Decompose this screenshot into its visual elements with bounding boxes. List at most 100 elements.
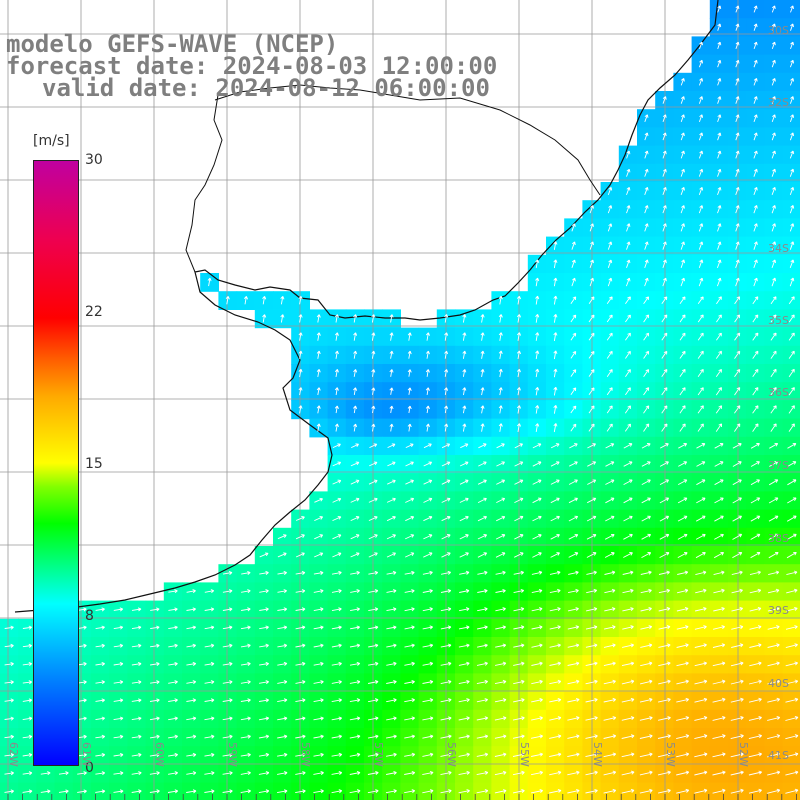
wind-arrow <box>259 589 269 594</box>
wind-arrow <box>641 479 651 485</box>
wind-arrow <box>752 350 759 359</box>
wind-arrow <box>585 788 598 794</box>
wind-arrow <box>113 698 124 703</box>
wind-arrow <box>462 369 467 377</box>
wind-arrow <box>298 314 303 323</box>
wind-arrow <box>332 443 341 449</box>
wind-arrow <box>404 716 415 721</box>
wind-arrow <box>513 679 525 685</box>
wind-arrow <box>730 661 744 667</box>
wind-arrow <box>332 461 342 467</box>
wind-arrow <box>131 698 142 703</box>
wind-arrow <box>603 661 616 667</box>
wind-arrow <box>371 350 376 359</box>
wind-arrow <box>549 697 562 703</box>
wind-arrow <box>389 332 394 341</box>
wind-arrow <box>295 625 306 630</box>
wind-arrow <box>621 770 635 776</box>
wind-arrow <box>95 734 106 739</box>
wind-arrow <box>477 643 488 648</box>
wind-arrow <box>712 770 726 776</box>
wind-arrow <box>644 150 649 159</box>
wind-arrow <box>767 715 781 721</box>
wind-arrow <box>715 423 723 432</box>
wind-arrow <box>676 643 689 648</box>
wind-arrow <box>459 479 469 485</box>
wind-arrow <box>567 643 580 648</box>
wind-arrow <box>589 241 594 250</box>
lat-label-30s: 30S <box>768 24 789 37</box>
wind-arrow <box>480 405 485 414</box>
wind-arrow <box>22 643 32 648</box>
wind-arrow <box>480 350 485 359</box>
wind-arrow <box>680 241 685 250</box>
wind-arrow <box>714 461 724 467</box>
wind-arrow <box>513 698 525 703</box>
wind-arrow <box>404 625 415 630</box>
wind-arrow <box>585 770 598 776</box>
wind-arrow <box>553 368 558 378</box>
wind-arrow <box>22 771 33 776</box>
wind-arrow <box>622 625 634 630</box>
wind-arrow <box>567 679 580 685</box>
wind-arrow <box>440 770 452 776</box>
wind-arrow <box>259 570 269 575</box>
wind-arrow <box>588 387 595 396</box>
wind-arrow <box>571 259 576 268</box>
wind-arrow <box>262 314 267 323</box>
wind-arrow <box>748 697 762 703</box>
wind-arrow <box>258 771 270 776</box>
wind-arrow <box>405 461 414 467</box>
wind-arrow <box>314 534 324 540</box>
wind-arrow <box>444 423 449 432</box>
wind-arrow <box>168 752 178 757</box>
wind-arrow <box>404 770 416 775</box>
wind-arrow <box>4 661 14 667</box>
wind-arrow <box>658 606 671 612</box>
wind-arrow <box>585 752 598 758</box>
wind-arrow <box>313 698 324 703</box>
lon-label-53w: 53W <box>664 742 677 767</box>
wind-arrow <box>734 368 741 378</box>
wind-arrow <box>586 533 597 540</box>
wind-arrow <box>371 314 376 323</box>
wind-arrow <box>676 697 690 703</box>
wind-arrow <box>568 570 579 575</box>
wind-arrow <box>514 461 524 467</box>
wind-arrow <box>222 661 233 666</box>
wind-arrow <box>513 570 524 575</box>
wind-arrow <box>604 625 616 630</box>
wind-arrow <box>386 661 397 666</box>
wind-arrow <box>662 186 667 196</box>
wind-arrow <box>512 752 525 757</box>
wind-arrow <box>731 588 743 594</box>
wind-arrow <box>752 296 759 305</box>
wind-arrow <box>586 552 597 558</box>
wind-arrow <box>785 679 799 685</box>
wind-arrow <box>386 589 397 594</box>
wind-arrow <box>387 479 396 485</box>
wind-arrow <box>643 369 650 377</box>
wind-arrow <box>222 752 233 757</box>
wind-arrow <box>131 789 142 794</box>
coastline <box>14 0 719 613</box>
wind-arrow <box>512 788 525 794</box>
wind-arrow <box>277 534 287 540</box>
wind-arrow <box>222 680 233 685</box>
wind-arrow <box>353 350 358 359</box>
wind-arrow <box>622 643 635 648</box>
wind-arrow <box>498 368 503 378</box>
wind-arrow <box>512 770 525 776</box>
wind-arrow <box>571 241 576 250</box>
wind-arrow <box>622 588 634 594</box>
wind-arrow <box>694 752 708 758</box>
wind-arrow <box>513 625 525 630</box>
wind-arrow <box>295 534 305 540</box>
wind-arrow <box>477 534 488 540</box>
wind-arrow <box>676 625 689 630</box>
wind-arrow <box>731 570 743 576</box>
wind-arrow <box>295 589 306 594</box>
wind-arrow <box>770 423 777 432</box>
wind-arrow <box>441 461 451 467</box>
wind-arrow <box>150 680 160 685</box>
